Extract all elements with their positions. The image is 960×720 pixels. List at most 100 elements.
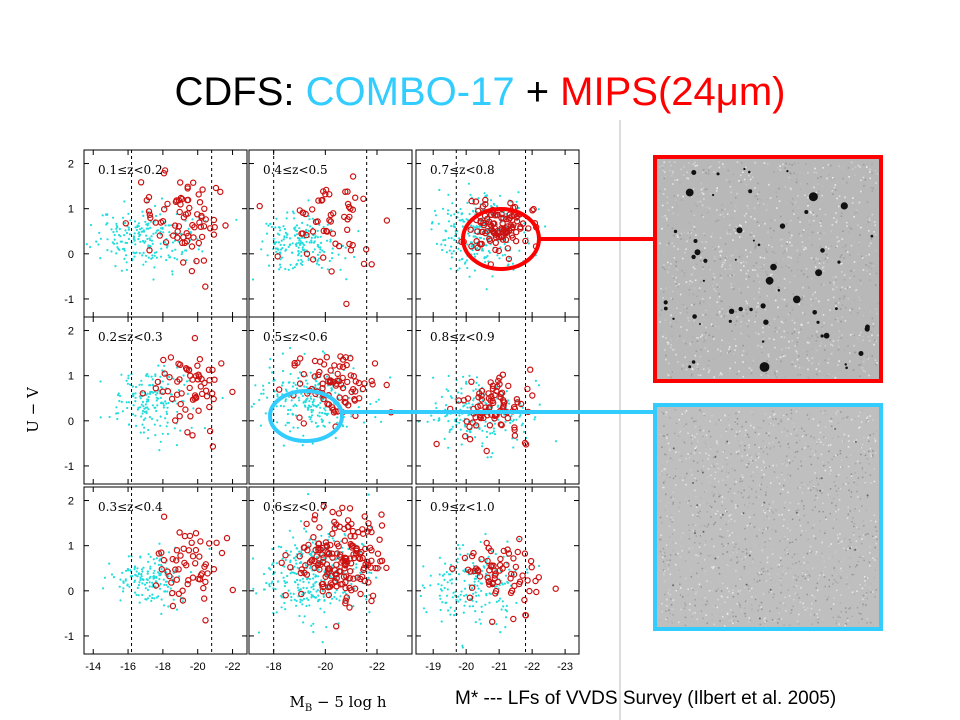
noise-dot	[756, 466, 758, 468]
mips-point	[333, 575, 340, 582]
noise-dot	[844, 196, 846, 199]
noise-dot	[805, 282, 808, 285]
noise-dot	[667, 343, 669, 345]
combo-point	[423, 586, 426, 589]
combo-point	[283, 235, 286, 238]
noise-dot	[721, 208, 724, 211]
combo-point	[473, 436, 477, 439]
noise-dot	[673, 195, 676, 197]
combo-point	[127, 377, 130, 380]
noise-dot	[868, 339, 871, 342]
noise-dot	[822, 270, 825, 272]
combo-point	[153, 569, 156, 572]
noise-dot	[696, 164, 698, 167]
noise-dot	[724, 342, 727, 344]
combo-point	[482, 565, 485, 568]
x-tick-label: -20	[190, 661, 206, 673]
combo-point	[153, 251, 156, 254]
x-tick-label: -20	[317, 661, 333, 673]
noise-dot	[684, 306, 687, 308]
noise-dot	[813, 499, 816, 501]
mips-point	[200, 595, 208, 602]
noise-dot	[683, 166, 685, 168]
mips-point	[176, 413, 183, 420]
combo-point	[455, 598, 458, 602]
mips-point	[483, 447, 490, 455]
combo-point	[486, 563, 489, 567]
combo-point	[495, 600, 498, 604]
mips-point	[179, 597, 187, 604]
noise-dot	[790, 257, 793, 259]
mips-point	[158, 566, 165, 573]
combo-point	[156, 571, 160, 574]
combo-point	[331, 251, 334, 255]
combo-point	[328, 535, 331, 538]
noise-dot	[789, 237, 792, 239]
combo-point	[350, 582, 353, 586]
combo-point	[132, 235, 135, 238]
combo-point	[471, 599, 474, 602]
noise-dot	[808, 342, 810, 344]
mips-point	[362, 545, 369, 553]
combo-point	[331, 537, 334, 540]
noise-dot	[816, 231, 819, 234]
noise-dot	[837, 241, 839, 243]
noise-dot	[770, 509, 772, 512]
mips-point	[145, 208, 153, 215]
combo-point	[112, 216, 115, 219]
source-dot	[779, 223, 786, 229]
combo-point	[132, 237, 135, 240]
combo-point	[99, 237, 102, 240]
combo-point	[310, 397, 313, 400]
mips-point	[143, 197, 150, 204]
combo-point	[311, 401, 314, 404]
combo-point	[269, 222, 272, 225]
combo-point	[154, 231, 157, 234]
noise-dot	[791, 164, 793, 166]
noise-dot	[705, 262, 707, 264]
redshift-label: 0.5≤z<0.6	[263, 330, 328, 344]
combo-point	[473, 580, 476, 583]
combo-point	[320, 534, 323, 537]
noise-dot	[775, 262, 777, 264]
noise-dot	[700, 256, 702, 259]
noise-dot	[835, 246, 837, 249]
combo-point	[317, 600, 320, 603]
noise-dot	[843, 274, 846, 276]
mips-point	[319, 544, 326, 552]
noise-dot	[744, 278, 746, 280]
noise-dot	[807, 172, 809, 174]
combo-point	[475, 376, 479, 379]
noise-dot	[666, 616, 669, 619]
noise-dot	[811, 509, 814, 511]
combo-point	[141, 578, 144, 581]
mips-point	[335, 510, 343, 517]
mips-point	[535, 574, 543, 581]
mips-point	[352, 388, 359, 395]
combo-point	[471, 605, 475, 608]
mips-point	[479, 228, 486, 236]
noise-dot	[757, 302, 759, 304]
noise-dot	[788, 550, 791, 552]
noise-dot	[761, 221, 764, 223]
noise-dot	[695, 524, 697, 526]
noise-dot	[667, 592, 670, 594]
combo-point	[308, 567, 312, 570]
noise-dot	[671, 174, 673, 177]
noise-dot	[845, 244, 847, 246]
mips-point	[318, 197, 325, 204]
noise-dot	[740, 278, 742, 280]
combo-point	[292, 405, 295, 408]
mips-point	[378, 511, 385, 518]
combo-point	[287, 589, 290, 592]
noise-dot	[696, 515, 699, 517]
noise-dot	[853, 573, 855, 576]
noise-dot	[662, 335, 664, 338]
combo-point	[525, 568, 529, 571]
noise-dot	[790, 219, 792, 222]
noise-dot	[749, 234, 752, 236]
noise-dot	[761, 236, 764, 239]
x-tick-label: -18	[155, 661, 171, 673]
noise-dot	[764, 466, 766, 468]
combo-point	[157, 563, 160, 567]
